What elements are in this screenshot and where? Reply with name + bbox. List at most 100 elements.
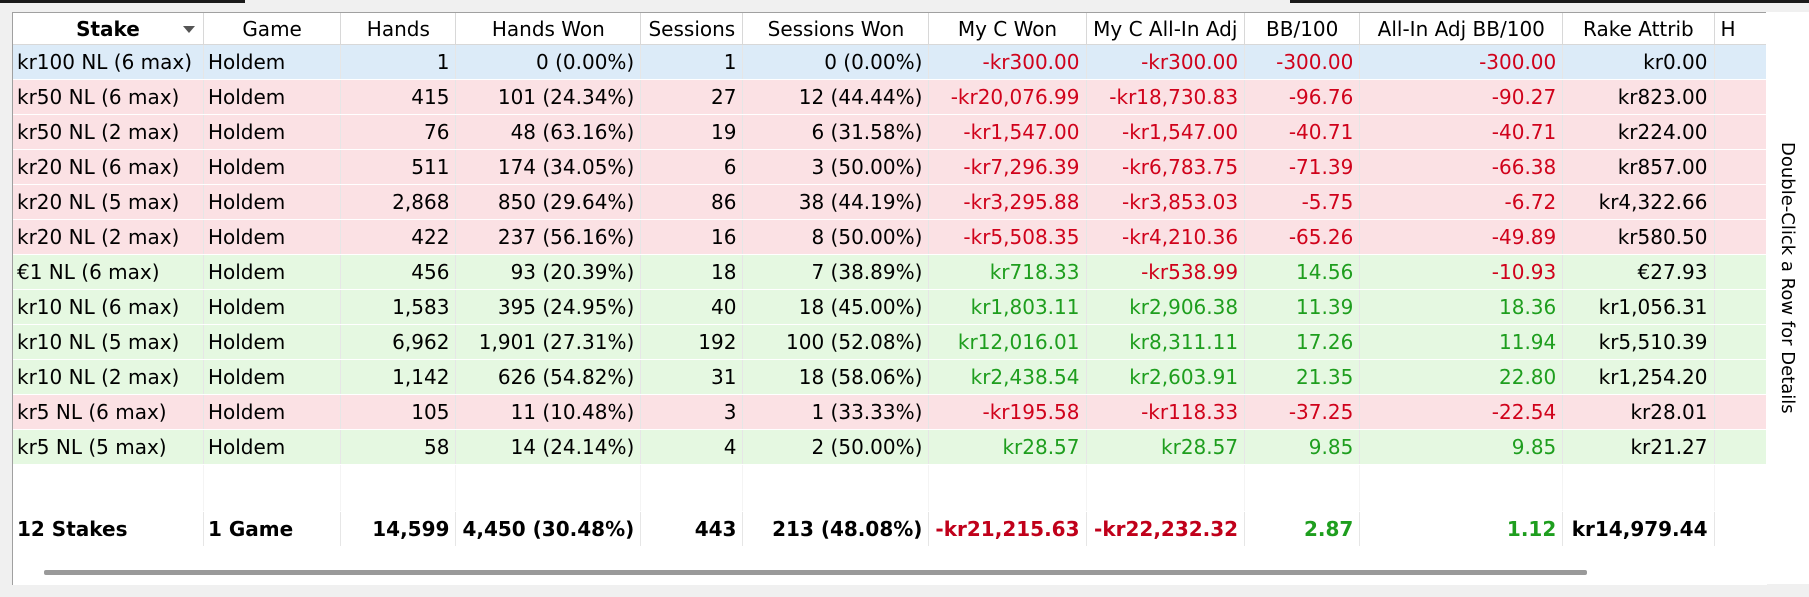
table-row[interactable]: kr50 NL (6 max) Holdem 415 101 (24.34%) 27 12… [13, 79, 1767, 115]
c-won-cell: kr12,016.01 [928, 324, 1087, 360]
h-cell [1714, 254, 1767, 290]
horizontal-scrollbar-thumb[interactable] [44, 570, 1587, 575]
sessions-cell: 40 [640, 289, 744, 325]
table-row[interactable]: €1 NL (6 max) Holdem 456 93 (20.39%) 18 7 (38… [13, 254, 1767, 290]
stats-table: Stake Game Hands Hands Won Sessions Sess… [13, 13, 1767, 547]
sessions-cell: 192 [640, 324, 744, 360]
top-tab-indicator-left [0, 0, 245, 3]
column-header-c-allin-adj[interactable]: My C All-In Adj [1086, 13, 1246, 45]
h-cell [1714, 289, 1767, 325]
c-allin-adj-cell: -kr22,232.32 [1086, 511, 1246, 547]
game-cell: 1 Game [203, 511, 342, 547]
column-header-game[interactable]: Game [203, 13, 342, 45]
table-row[interactable]: kr50 NL (2 max) Holdem 76 48 (63.16%) 19 6 (3… [13, 114, 1767, 150]
hands-won-cell: 237 (56.16%) [455, 219, 642, 255]
sessions-won-cell: 100 (52.08%) [742, 324, 930, 360]
c-won-cell: kr2,438.54 [928, 359, 1087, 395]
hands-won-cell: 14 (24.14%) [455, 429, 642, 465]
allin-bb100-cell: -40.71 [1359, 114, 1564, 150]
empty-row [13, 464, 1767, 512]
column-header-h[interactable]: H [1714, 13, 1767, 45]
table-row[interactable]: kr20 NL (5 max) Holdem 2,868 850 (29.64%) 86… [13, 184, 1767, 220]
sessions-won-cell: 12 (44.44%) [742, 79, 930, 115]
allin-bb100-cell: -300.00 [1359, 44, 1564, 80]
column-header-bb100[interactable]: BB/100 [1244, 13, 1361, 45]
sessions-won-cell: 18 (45.00%) [742, 289, 930, 325]
column-header-rake[interactable]: Rake Attrib [1562, 13, 1715, 45]
h-cell [1714, 324, 1767, 360]
allin-bb100-cell: -90.27 [1359, 79, 1564, 115]
sessions-cell: 16 [640, 219, 744, 255]
hands-cell: 511 [340, 149, 457, 185]
bb100-cell: 17.26 [1244, 324, 1361, 360]
table-row[interactable]: kr20 NL (2 max) Holdem 422 237 (56.16%) 16 8 … [13, 219, 1767, 255]
side-hint: Double-Click a Row for Details [1766, 12, 1809, 584]
stake-cell: kr10 NL (5 max) [13, 324, 204, 360]
rake-cell: kr1,056.31 [1562, 289, 1715, 325]
hands-cell: 76 [340, 114, 457, 150]
c-won-cell: kr718.33 [928, 254, 1087, 290]
column-header-sessions[interactable]: Sessions [640, 13, 744, 45]
rake-cell: kr4,322.66 [1562, 184, 1715, 220]
allin-bb100-cell: 22.80 [1359, 359, 1564, 395]
c-allin-adj-cell: -kr6,783.75 [1086, 149, 1246, 185]
c-allin-adj-cell: -kr1,547.00 [1086, 114, 1246, 150]
stake-cell: kr10 NL (6 max) [13, 289, 204, 325]
h-cell [1714, 511, 1767, 547]
empty-cell [928, 464, 1087, 512]
c-allin-adj-cell: kr2,603.91 [1086, 359, 1246, 395]
stake-cell: kr5 NL (5 max) [13, 429, 204, 465]
hands-won-cell: 1,901 (27.31%) [455, 324, 642, 360]
c-allin-adj-cell: -kr4,210.36 [1086, 219, 1246, 255]
sort-descending-icon [182, 26, 195, 33]
empty-cell [1359, 464, 1564, 512]
column-header-hands-won[interactable]: Hands Won [455, 13, 642, 45]
hands-cell: 422 [340, 219, 457, 255]
empty-cell [455, 464, 642, 512]
allin-bb100-cell: 18.36 [1359, 289, 1564, 325]
table-row[interactable]: kr5 NL (5 max) Holdem 58 14 (24.14%) 4 2 (50.… [13, 429, 1767, 465]
hands-won-cell: 4,450 (30.48%) [455, 511, 642, 547]
sessions-cell: 27 [640, 79, 744, 115]
column-header-hands[interactable]: Hands [340, 13, 457, 45]
game-cell: Holdem [203, 324, 342, 360]
empty-cell [1086, 464, 1246, 512]
stake-cell: kr10 NL (2 max) [13, 359, 204, 395]
bb100-cell: 21.35 [1244, 359, 1361, 395]
c-won-cell: kr28.57 [928, 429, 1087, 465]
allin-bb100-cell: -49.89 [1359, 219, 1564, 255]
table-row[interactable]: kr10 NL (6 max) Holdem 1,583 395 (24.95%) 40… [13, 289, 1767, 325]
column-header-stake[interactable]: Stake [13, 13, 204, 45]
hands-won-cell: 93 (20.39%) [455, 254, 642, 290]
sessions-won-cell: 213 (48.08%) [742, 511, 930, 547]
bb100-cell: -37.25 [1244, 394, 1361, 430]
column-header-allin-bb100[interactable]: All-In Adj BB/100 [1359, 13, 1564, 45]
table-row[interactable]: kr100 NL (6 max) Holdem 1 0 (0.00%) 1 0 (0.00… [13, 44, 1767, 80]
h-cell [1714, 149, 1767, 185]
stake-cell: kr50 NL (2 max) [13, 114, 204, 150]
column-header-sessions-won[interactable]: Sessions Won [742, 13, 930, 45]
game-cell: Holdem [203, 254, 342, 290]
table-row[interactable]: kr20 NL (6 max) Holdem 511 174 (34.05%) 6 3 (… [13, 149, 1767, 185]
table-row[interactable]: kr5 NL (6 max) Holdem 105 11 (10.48%) 3 1 (33… [13, 394, 1767, 430]
horizontal-scrollbar[interactable] [13, 565, 1767, 585]
hands-won-cell: 626 (54.82%) [455, 359, 642, 395]
table-row[interactable]: kr10 NL (2 max) Holdem 1,142 626 (54.82%) 31… [13, 359, 1767, 395]
empty-cell [1244, 464, 1361, 512]
h-cell [1714, 184, 1767, 220]
hands-won-cell: 174 (34.05%) [455, 149, 642, 185]
h-cell [1714, 79, 1767, 115]
bb100-cell: -300.00 [1244, 44, 1361, 80]
stake-cell: 12 Stakes [13, 511, 204, 547]
sessions-won-cell: 7 (38.89%) [742, 254, 930, 290]
hands-cell: 1,142 [340, 359, 457, 395]
game-cell: Holdem [203, 114, 342, 150]
column-header-c-won[interactable]: My C Won [928, 13, 1087, 45]
c-allin-adj-cell: kr8,311.11 [1086, 324, 1246, 360]
sessions-cell: 86 [640, 184, 744, 220]
empty-cell [742, 464, 930, 512]
allin-bb100-cell: -10.93 [1359, 254, 1564, 290]
table-row[interactable]: kr10 NL (5 max) Holdem 6,962 1,901 (27.31%)… [13, 324, 1767, 360]
bb100-cell: 2.87 [1244, 511, 1361, 547]
stake-cell: kr50 NL (6 max) [13, 79, 204, 115]
